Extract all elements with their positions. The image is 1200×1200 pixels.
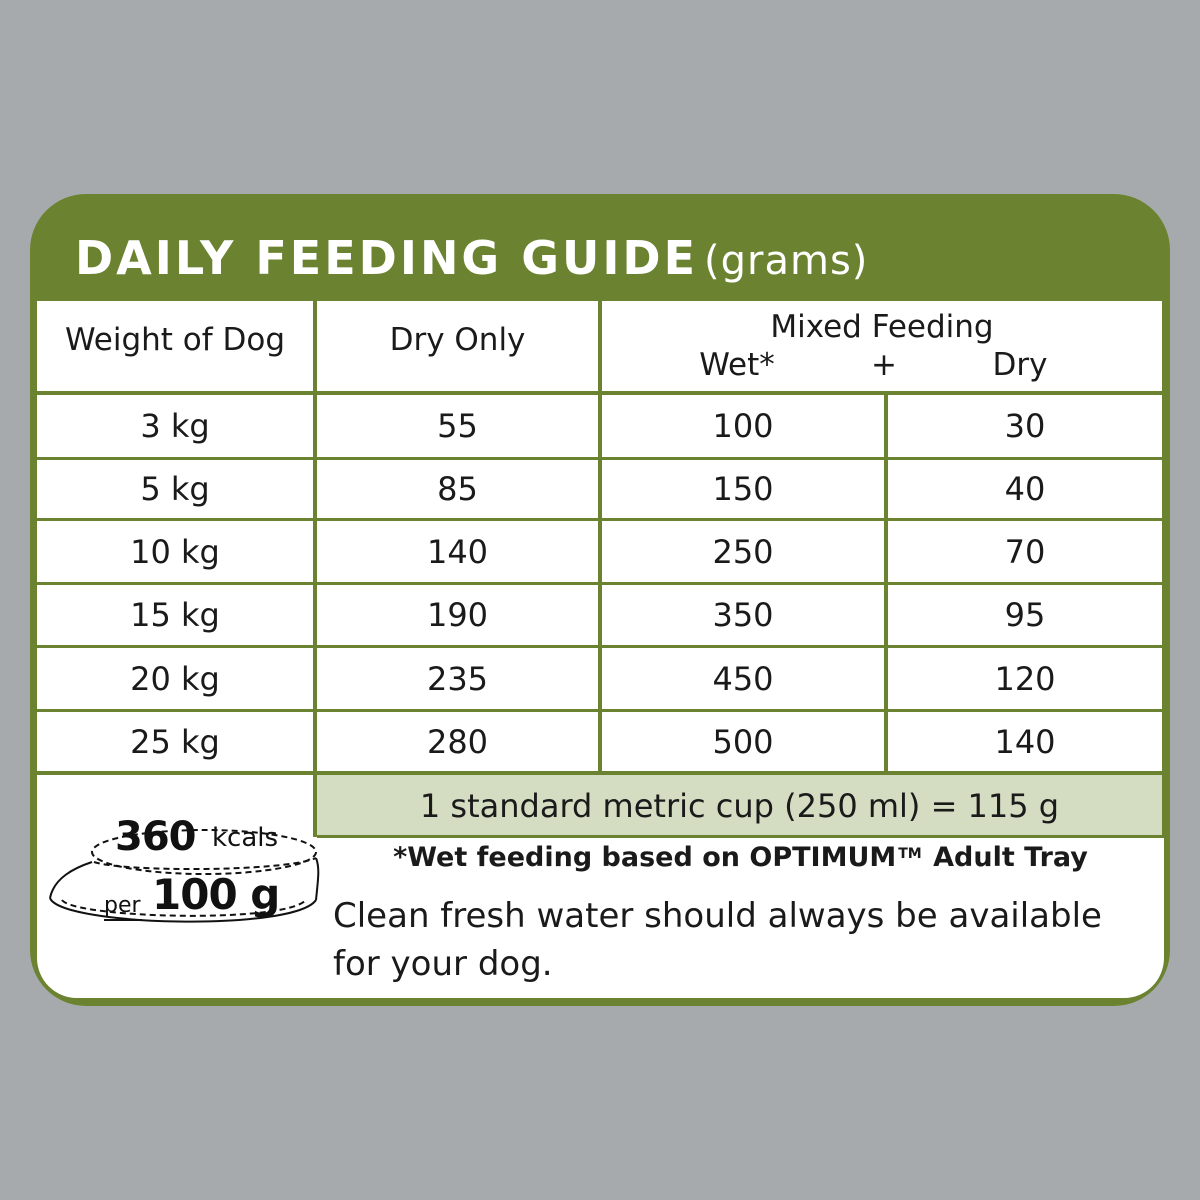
cell-weight: 15 kg — [130, 596, 220, 634]
cell-dry: 30 — [1004, 407, 1046, 445]
header-dry: Dry — [992, 347, 1048, 383]
energy-unit: kcals — [212, 823, 279, 853]
footnote-product: Adult Tray — [923, 842, 1088, 873]
cell-wet: 250 — [712, 532, 774, 571]
title-main: DAILY FEEDING GUIDE — [75, 231, 699, 285]
cell-dry-only: 55 — [437, 407, 478, 445]
title-unit: (grams) — [704, 238, 869, 284]
cell-dry-only: 85 — [437, 470, 478, 508]
header-mixed-feeding: Mixed Feeding — [770, 309, 994, 345]
column-divider — [598, 301, 602, 775]
cell-weight: 25 kg — [130, 722, 220, 761]
footnote-text: *Wet feeding based on OPTIMUM — [393, 842, 897, 873]
per-label: per — [104, 893, 141, 918]
food-bowl-icon — [49, 829, 320, 923]
cell-dry: 40 — [1004, 470, 1046, 508]
cell-dry-only: 235 — [426, 659, 489, 698]
cell-wet: 150 — [712, 470, 774, 508]
header-wet: Wet* — [699, 347, 775, 383]
column-divider — [313, 301, 317, 837]
wet-feeding-footnote: *Wet feeding based on OPTIMUM TM Adult Tr… — [318, 842, 1163, 873]
cell-wet: 500 — [712, 722, 774, 761]
energy-value: 360 — [115, 814, 196, 860]
cell-weight: 3 kg — [140, 407, 210, 445]
cell-weight: 5 kg — [140, 470, 210, 508]
column-divider — [884, 393, 888, 775]
cell-weight: 20 kg — [130, 659, 220, 698]
header-weight: Weight of Dog — [64, 322, 286, 358]
table-right-edge — [1162, 301, 1164, 837]
header-dry-only: Dry Only — [389, 322, 526, 358]
cell-wet: 350 — [712, 596, 774, 634]
cup-band-bottom — [317, 835, 1164, 838]
page-title: DAILY FEEDING GUIDE (grams) — [75, 226, 868, 290]
trademark-mark: TM — [898, 846, 922, 862]
cell-dry-only: 140 — [426, 532, 489, 571]
header-plus: + — [871, 347, 897, 383]
cell-dry: 95 — [1004, 596, 1046, 634]
cell-weight: 10 kg — [130, 532, 220, 571]
cell-dry: 140 — [994, 722, 1056, 761]
cell-dry-only: 190 — [426, 596, 489, 634]
cup-measure-note: 1 standard metric cup (250 ml) = 115 g — [317, 775, 1162, 837]
cell-wet: 100 — [712, 407, 774, 445]
cell-wet: 450 — [712, 659, 774, 698]
cell-dry: 120 — [994, 659, 1056, 698]
water-note: Clean fresh water should always be avail… — [333, 896, 1102, 984]
cell-dry-only: 280 — [426, 722, 489, 761]
per-amount: 100 g — [152, 870, 280, 919]
cell-dry: 70 — [1004, 532, 1046, 571]
